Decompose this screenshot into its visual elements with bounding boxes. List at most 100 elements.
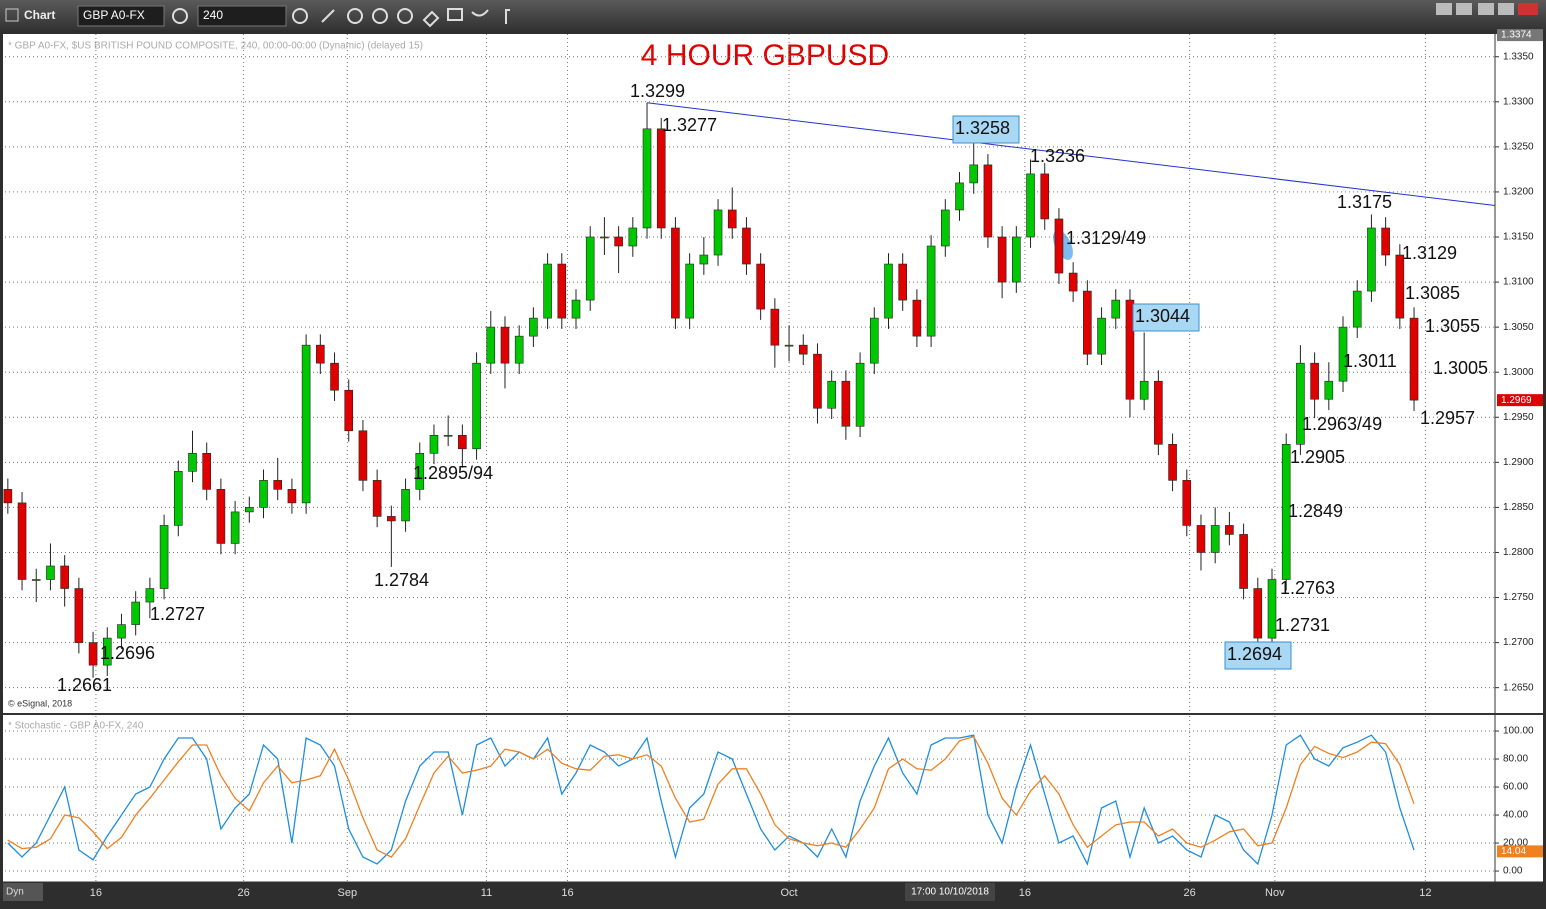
candle-body — [571, 299, 581, 319]
candle-body — [869, 317, 879, 364]
axis-marker-label: 1.2969 — [1501, 395, 1532, 406]
candle-body — [273, 480, 283, 490]
y-tick-label: 1.3050 — [1503, 322, 1534, 333]
candle-body — [997, 236, 1007, 283]
candle-body — [3, 489, 13, 504]
y-tick-label: 80.00 — [1503, 754, 1528, 765]
y-tick-label: 100.00 — [1503, 726, 1534, 737]
x-tick-label: Oct — [780, 887, 797, 899]
candle-body — [429, 434, 439, 454]
candle-body — [1324, 380, 1334, 400]
candle-body — [1026, 173, 1035, 238]
symbol[interactable]: GBP A0-FX — [83, 8, 145, 22]
axis-marker-label: 14.04 — [1501, 846, 1526, 857]
time-button[interactable] — [292, 8, 308, 24]
study-button[interactable] — [347, 8, 363, 24]
twitter-button[interactable] — [471, 9, 489, 17]
candle-body — [287, 489, 297, 504]
help-button[interactable] — [1436, 3, 1452, 15]
x-tick-label: Nov — [1265, 887, 1285, 899]
y-tick-label: 1.2900 — [1503, 457, 1534, 468]
candle-body — [1395, 254, 1405, 319]
minimize-button[interactable] — [1456, 3, 1472, 15]
stoch-line — [7, 734, 1415, 866]
candle-body — [1012, 236, 1021, 283]
candle-body — [713, 209, 723, 256]
annotation: 1.3055 — [1425, 316, 1480, 336]
y-tick-label: 1.2750 — [1503, 592, 1534, 603]
candle-body — [173, 471, 183, 526]
candle-body — [983, 164, 993, 238]
draw-button[interactable] — [321, 9, 335, 23]
candle-body — [1182, 480, 1192, 526]
mode-box[interactable] — [3, 883, 43, 901]
annotation: 1.2731 — [1275, 615, 1330, 635]
interval-box[interactable] — [197, 5, 287, 27]
x-tick-label: Sep — [338, 887, 358, 899]
play-button[interactable] — [372, 8, 388, 24]
y-tick-label: 1.3250 — [1503, 142, 1534, 153]
candle-body — [500, 326, 510, 364]
candle-body — [301, 344, 311, 504]
cursor-box — [905, 883, 995, 901]
y-tick-label: 1.2950 — [1503, 412, 1534, 423]
candle-body — [1083, 290, 1092, 355]
interval[interactable]: 240 — [203, 8, 223, 22]
candle-body — [1409, 317, 1419, 401]
annotation-box — [1224, 641, 1292, 670]
tag-button[interactable] — [422, 10, 440, 28]
copyright: © eSignal, 2018 — [8, 698, 72, 708]
candle-body — [1196, 525, 1206, 553]
candle-body — [770, 308, 780, 346]
axis-marker-label: 1.3374 — [1501, 30, 1532, 41]
candle-body — [841, 380, 851, 427]
mode[interactable]: Dyn — [6, 887, 24, 898]
close-button[interactable] — [1518, 3, 1538, 15]
candle-body — [1040, 173, 1050, 220]
y-tick-label: 1.3100 — [1503, 277, 1534, 288]
y-tick-label: 1.2800 — [1503, 547, 1534, 558]
candle-body — [1139, 380, 1149, 400]
restore-button[interactable] — [1478, 3, 1494, 15]
x-tick-label: 16 — [90, 887, 102, 899]
chart-title: 4 HOUR GBPUSD — [641, 39, 889, 72]
candle-body — [543, 263, 552, 319]
annotation: 1.3044 — [1135, 306, 1190, 326]
candle-body — [514, 335, 524, 364]
alert-button[interactable] — [397, 8, 413, 24]
candle-body — [1111, 299, 1121, 319]
y-tick-label: 40.00 — [1503, 810, 1528, 821]
trendline — [646, 102, 1496, 206]
candle-body — [202, 453, 211, 490]
candle-body — [1296, 362, 1305, 445]
candle-body — [31, 579, 41, 581]
y-tick-label: 1.3000 — [1503, 367, 1534, 378]
candle-body — [1367, 227, 1376, 292]
annotation: 1.3129 — [1402, 243, 1457, 263]
x-tick-label: 16 — [1019, 887, 1031, 899]
maximize-button[interactable] — [1498, 3, 1514, 15]
candle-body — [955, 182, 964, 211]
facebook-button[interactable] — [505, 9, 510, 24]
y-tick-label: 1.3150 — [1503, 232, 1534, 243]
candle-body — [1253, 588, 1263, 639]
candle-body — [46, 565, 55, 580]
candle-body — [699, 254, 709, 265]
stoch-line — [7, 735, 1415, 858]
candle-body — [1310, 362, 1319, 400]
axis-marker — [1497, 394, 1543, 407]
annotation: 1.2696 — [100, 643, 155, 663]
candle-body — [17, 502, 27, 580]
x-tick-label: 11 — [481, 887, 492, 899]
candle-body — [756, 263, 765, 310]
settings-button[interactable] — [172, 8, 188, 24]
annotation: 1.2727 — [150, 604, 205, 624]
candle-body — [1381, 227, 1390, 256]
candle-body — [642, 128, 652, 229]
symbol-box[interactable] — [77, 5, 165, 27]
candle-body — [727, 209, 737, 229]
y-tick-label: 1.2700 — [1503, 637, 1534, 648]
candle-body — [628, 227, 638, 247]
chat-button[interactable] — [447, 8, 463, 21]
